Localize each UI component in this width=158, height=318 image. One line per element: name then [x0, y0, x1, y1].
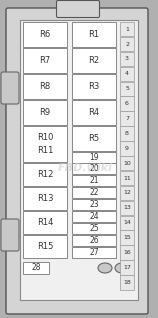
Bar	[72, 126, 116, 151]
Bar	[120, 81, 134, 96]
Bar	[72, 187, 116, 198]
Bar	[23, 22, 67, 47]
Bar	[72, 223, 116, 234]
Bar	[23, 262, 49, 274]
Bar	[72, 175, 116, 186]
Bar	[120, 22, 134, 36]
Bar	[120, 216, 134, 230]
Bar	[72, 100, 116, 125]
Bar	[20, 20, 138, 300]
Bar	[120, 201, 134, 215]
Bar	[23, 74, 67, 99]
Text: R5: R5	[88, 134, 100, 143]
Bar	[23, 235, 67, 258]
Bar	[120, 111, 134, 126]
Bar	[120, 231, 134, 245]
Bar	[72, 48, 116, 73]
Text: 12: 12	[123, 190, 131, 196]
Text: 21: 21	[89, 176, 99, 185]
Bar	[120, 96, 134, 111]
FancyBboxPatch shape	[1, 72, 19, 104]
Text: R6: R6	[39, 30, 51, 39]
Bar	[120, 260, 134, 275]
FancyBboxPatch shape	[1, 219, 19, 251]
Bar	[72, 152, 116, 163]
Text: R9: R9	[40, 108, 51, 117]
Bar	[120, 52, 134, 66]
Text: R7: R7	[39, 56, 51, 65]
Bar	[72, 163, 116, 174]
Text: 14: 14	[123, 220, 131, 225]
Text: 8: 8	[125, 131, 129, 136]
Bar	[120, 156, 134, 170]
Bar	[72, 235, 116, 246]
Text: 23: 23	[89, 200, 99, 209]
Text: 7: 7	[125, 116, 129, 121]
Bar	[23, 100, 67, 125]
Text: R10: R10	[37, 133, 53, 142]
Text: 10: 10	[123, 161, 131, 166]
Text: 2: 2	[125, 42, 129, 46]
Text: 25: 25	[89, 224, 99, 233]
Bar	[120, 126, 134, 141]
Text: 19: 19	[89, 153, 99, 162]
Text: 27: 27	[89, 248, 99, 257]
Text: R2: R2	[88, 56, 100, 65]
Text: 5: 5	[125, 86, 129, 91]
Text: 6: 6	[125, 101, 129, 106]
Text: R8: R8	[39, 82, 51, 91]
Bar	[72, 74, 116, 99]
Text: 17: 17	[123, 265, 131, 270]
Ellipse shape	[115, 263, 129, 273]
Bar	[120, 37, 134, 51]
Bar	[72, 199, 116, 210]
Text: 13: 13	[123, 205, 131, 211]
Text: 3: 3	[125, 57, 129, 61]
Bar	[120, 141, 134, 156]
Text: 9: 9	[125, 146, 129, 151]
Bar	[120, 245, 134, 260]
Text: 15: 15	[123, 235, 131, 240]
Bar	[72, 211, 116, 222]
Text: R12: R12	[37, 170, 53, 179]
Bar	[58, 2, 98, 16]
Bar	[23, 126, 67, 162]
Bar	[120, 275, 134, 289]
Text: R14: R14	[37, 218, 53, 227]
Text: R15: R15	[37, 242, 53, 251]
Bar	[72, 22, 116, 47]
Bar	[120, 186, 134, 200]
Bar	[120, 67, 134, 81]
FancyBboxPatch shape	[57, 1, 100, 17]
Text: 24: 24	[89, 212, 99, 221]
Ellipse shape	[98, 263, 112, 273]
Bar	[72, 247, 116, 258]
Text: 18: 18	[123, 280, 131, 285]
Text: R11: R11	[37, 146, 53, 155]
Bar	[23, 187, 67, 210]
Text: 28: 28	[31, 264, 41, 273]
Bar	[120, 171, 134, 185]
FancyBboxPatch shape	[6, 8, 148, 314]
Bar	[23, 163, 67, 186]
Text: 22: 22	[89, 188, 99, 197]
Text: 20: 20	[89, 164, 99, 173]
Text: R1: R1	[88, 30, 100, 39]
Bar	[23, 48, 67, 73]
Text: 11: 11	[123, 176, 131, 181]
Text: 16: 16	[123, 250, 131, 255]
Text: 26: 26	[89, 236, 99, 245]
Bar	[23, 211, 67, 234]
Text: R4: R4	[88, 108, 100, 117]
Text: 4: 4	[125, 71, 129, 76]
Text: FBD.wiki: FBD.wiki	[58, 163, 112, 173]
Text: 1: 1	[125, 27, 129, 32]
Text: R3: R3	[88, 82, 100, 91]
Text: R13: R13	[37, 194, 53, 203]
